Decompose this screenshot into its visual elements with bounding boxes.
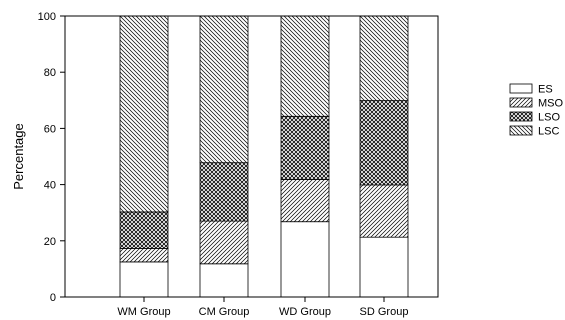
legend-swatch-lso: [509, 111, 533, 122]
legend-swatch-mso: [509, 97, 533, 108]
bar-es-4: [359, 236, 409, 298]
y-axis-title: Percentage: [11, 123, 26, 190]
legend-label-lso: LSO: [538, 112, 560, 124]
legend-label-lsc: LSC: [538, 126, 559, 138]
legend-swatch-lsc: [509, 125, 533, 136]
bar-mso-4: [359, 184, 409, 238]
bar-lso-2: [199, 162, 249, 222]
axes: 0 20 40 60 80 100 WM Group CM Group WD Group SD G…: [11, 11, 439, 318]
bar-lso-1: [119, 211, 169, 249]
legend: ES MSO LSO LSC: [509, 83, 564, 138]
bar-es-1: [119, 261, 169, 298]
y-tick-label: 80: [44, 67, 56, 79]
bar-mso-2: [199, 220, 249, 265]
bar-lsc-1: [119, 15, 169, 213]
x-tick-label: WD Group: [279, 306, 331, 318]
x-tick-label: WM Group: [117, 306, 170, 318]
y-tick-label: 60: [44, 123, 56, 135]
legend-label-mso: MSO: [538, 98, 564, 110]
y-tick-label: 100: [38, 11, 56, 23]
y-tick-label: 0: [50, 292, 56, 304]
bar-lsc-3: [280, 15, 330, 117]
y-tick-label: 40: [44, 180, 56, 192]
bar-lso-4: [359, 100, 409, 186]
bar-lso-3: [280, 115, 330, 180]
plot-frame: [64, 15, 439, 298]
y-tick-label: 20: [44, 236, 56, 248]
x-tick-label: SD Group: [360, 306, 409, 318]
legend-label-es: ES: [538, 84, 553, 96]
bar-mso-3: [280, 179, 330, 223]
bar-es-2: [199, 263, 249, 298]
plot-area: [119, 15, 409, 298]
bar-lsc-4: [359, 15, 409, 101]
x-tick-label: CM Group: [199, 306, 250, 318]
bar-lsc-2: [199, 15, 249, 164]
bar-mso-1: [119, 247, 169, 263]
bar-es-3: [280, 221, 330, 298]
legend-swatch-es: [509, 83, 533, 94]
